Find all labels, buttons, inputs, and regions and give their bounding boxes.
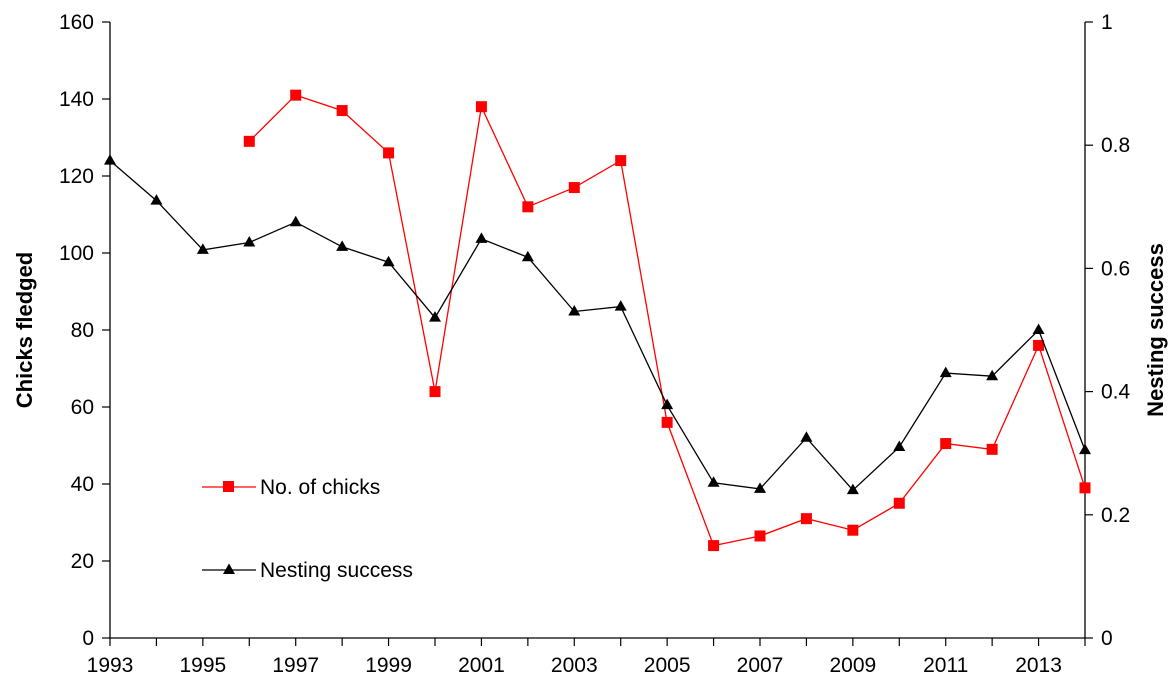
chicks-point bbox=[847, 524, 859, 536]
chicks-point bbox=[522, 201, 534, 213]
nesting-point bbox=[475, 232, 488, 243]
nesting-point bbox=[893, 440, 906, 452]
y2-tick-label: 0.8 bbox=[1101, 134, 1130, 157]
y2-tick-label: 0 bbox=[1101, 627, 1113, 650]
y-tick-label: 140 bbox=[59, 88, 94, 111]
nesting-point bbox=[614, 300, 627, 311]
chicks-point bbox=[568, 182, 580, 194]
chicks-point bbox=[986, 443, 998, 455]
nesting-point bbox=[104, 154, 116, 165]
x-tick-label: 2001 bbox=[458, 654, 505, 677]
nesting-point bbox=[707, 476, 720, 487]
legend-marker-chicks bbox=[223, 481, 234, 492]
x-tick-label: 2007 bbox=[737, 654, 784, 677]
y2-tick-label: 1 bbox=[1101, 11, 1113, 34]
chicks-point bbox=[708, 540, 720, 552]
nesting-point bbox=[382, 255, 395, 267]
y-tick-label: 40 bbox=[71, 473, 94, 496]
x-tick-label: 2013 bbox=[1015, 654, 1062, 677]
y-tick-label: 160 bbox=[59, 11, 94, 34]
x-tick-label: 2009 bbox=[829, 654, 876, 677]
nesting-point bbox=[1032, 323, 1045, 334]
series-line-1 bbox=[109, 160, 1086, 492]
chicks-point bbox=[243, 135, 255, 147]
y2-tick-label: 0.4 bbox=[1101, 381, 1131, 404]
nesting-point bbox=[754, 482, 766, 493]
nesting-point bbox=[150, 194, 163, 205]
nesting-point bbox=[568, 305, 581, 316]
y-axis-title: Chicks fledged bbox=[12, 252, 37, 408]
nesting-point bbox=[243, 236, 256, 247]
chicks-point bbox=[1079, 482, 1091, 494]
chicks-point bbox=[336, 105, 348, 117]
y-tick-label: 80 bbox=[71, 319, 94, 342]
nesting-point bbox=[1079, 443, 1091, 455]
chicks-point bbox=[893, 497, 905, 509]
x-tick-label: 2003 bbox=[551, 654, 598, 677]
x-tick-label: 1995 bbox=[179, 654, 226, 677]
x-tick-label: 2011 bbox=[923, 654, 968, 677]
chicks-point bbox=[429, 386, 441, 398]
nesting-point bbox=[196, 243, 209, 254]
nesting-point bbox=[939, 366, 952, 378]
nesting-point bbox=[986, 369, 999, 381]
legend-label-nesting: Nesting success bbox=[260, 559, 413, 582]
chicks-point bbox=[290, 89, 302, 101]
y-tick-label: 0 bbox=[82, 627, 94, 650]
chicks-point bbox=[1033, 339, 1045, 351]
nesting-point bbox=[846, 483, 859, 495]
chicks-point bbox=[383, 147, 395, 159]
y2-tick-label: 0.6 bbox=[1101, 257, 1130, 280]
legend-marker-nesting bbox=[223, 563, 235, 574]
legend: No. of chicks Nesting success bbox=[202, 476, 413, 582]
nesting-point bbox=[521, 250, 534, 262]
chicks-point bbox=[940, 438, 952, 450]
chicks-point bbox=[615, 155, 627, 167]
x-tick-label: 2005 bbox=[644, 654, 691, 677]
chicks-point bbox=[754, 530, 766, 542]
nesting-point bbox=[336, 240, 349, 251]
y-tick-label: 120 bbox=[59, 165, 94, 188]
series-layer bbox=[104, 89, 1091, 552]
y-tick-label: 60 bbox=[71, 396, 94, 419]
nesting-point bbox=[661, 398, 674, 410]
chicks-point bbox=[661, 416, 673, 428]
chicks-point bbox=[800, 513, 812, 525]
x-tick-label: 1997 bbox=[272, 654, 319, 677]
axes bbox=[102, 21, 1093, 646]
tick-labels: 1993 1995 1997 1999 2001 2003 2005 2007 2009 2011… bbox=[59, 11, 1131, 677]
x-tick-label: 1993 bbox=[87, 654, 134, 677]
y-tick-label: 20 bbox=[71, 550, 94, 573]
nesting-point bbox=[800, 431, 813, 442]
y-tick-label: 100 bbox=[59, 242, 94, 265]
chicks-point bbox=[475, 101, 487, 113]
y2-tick-label: 0.2 bbox=[1101, 504, 1130, 527]
nesting-point bbox=[429, 311, 441, 322]
nesting-point bbox=[289, 215, 302, 227]
y2-axis-title: Nesting success bbox=[1143, 243, 1168, 417]
legend-label-chicks: No. of chicks bbox=[260, 476, 380, 499]
x-tick-label: 1999 bbox=[365, 654, 412, 677]
